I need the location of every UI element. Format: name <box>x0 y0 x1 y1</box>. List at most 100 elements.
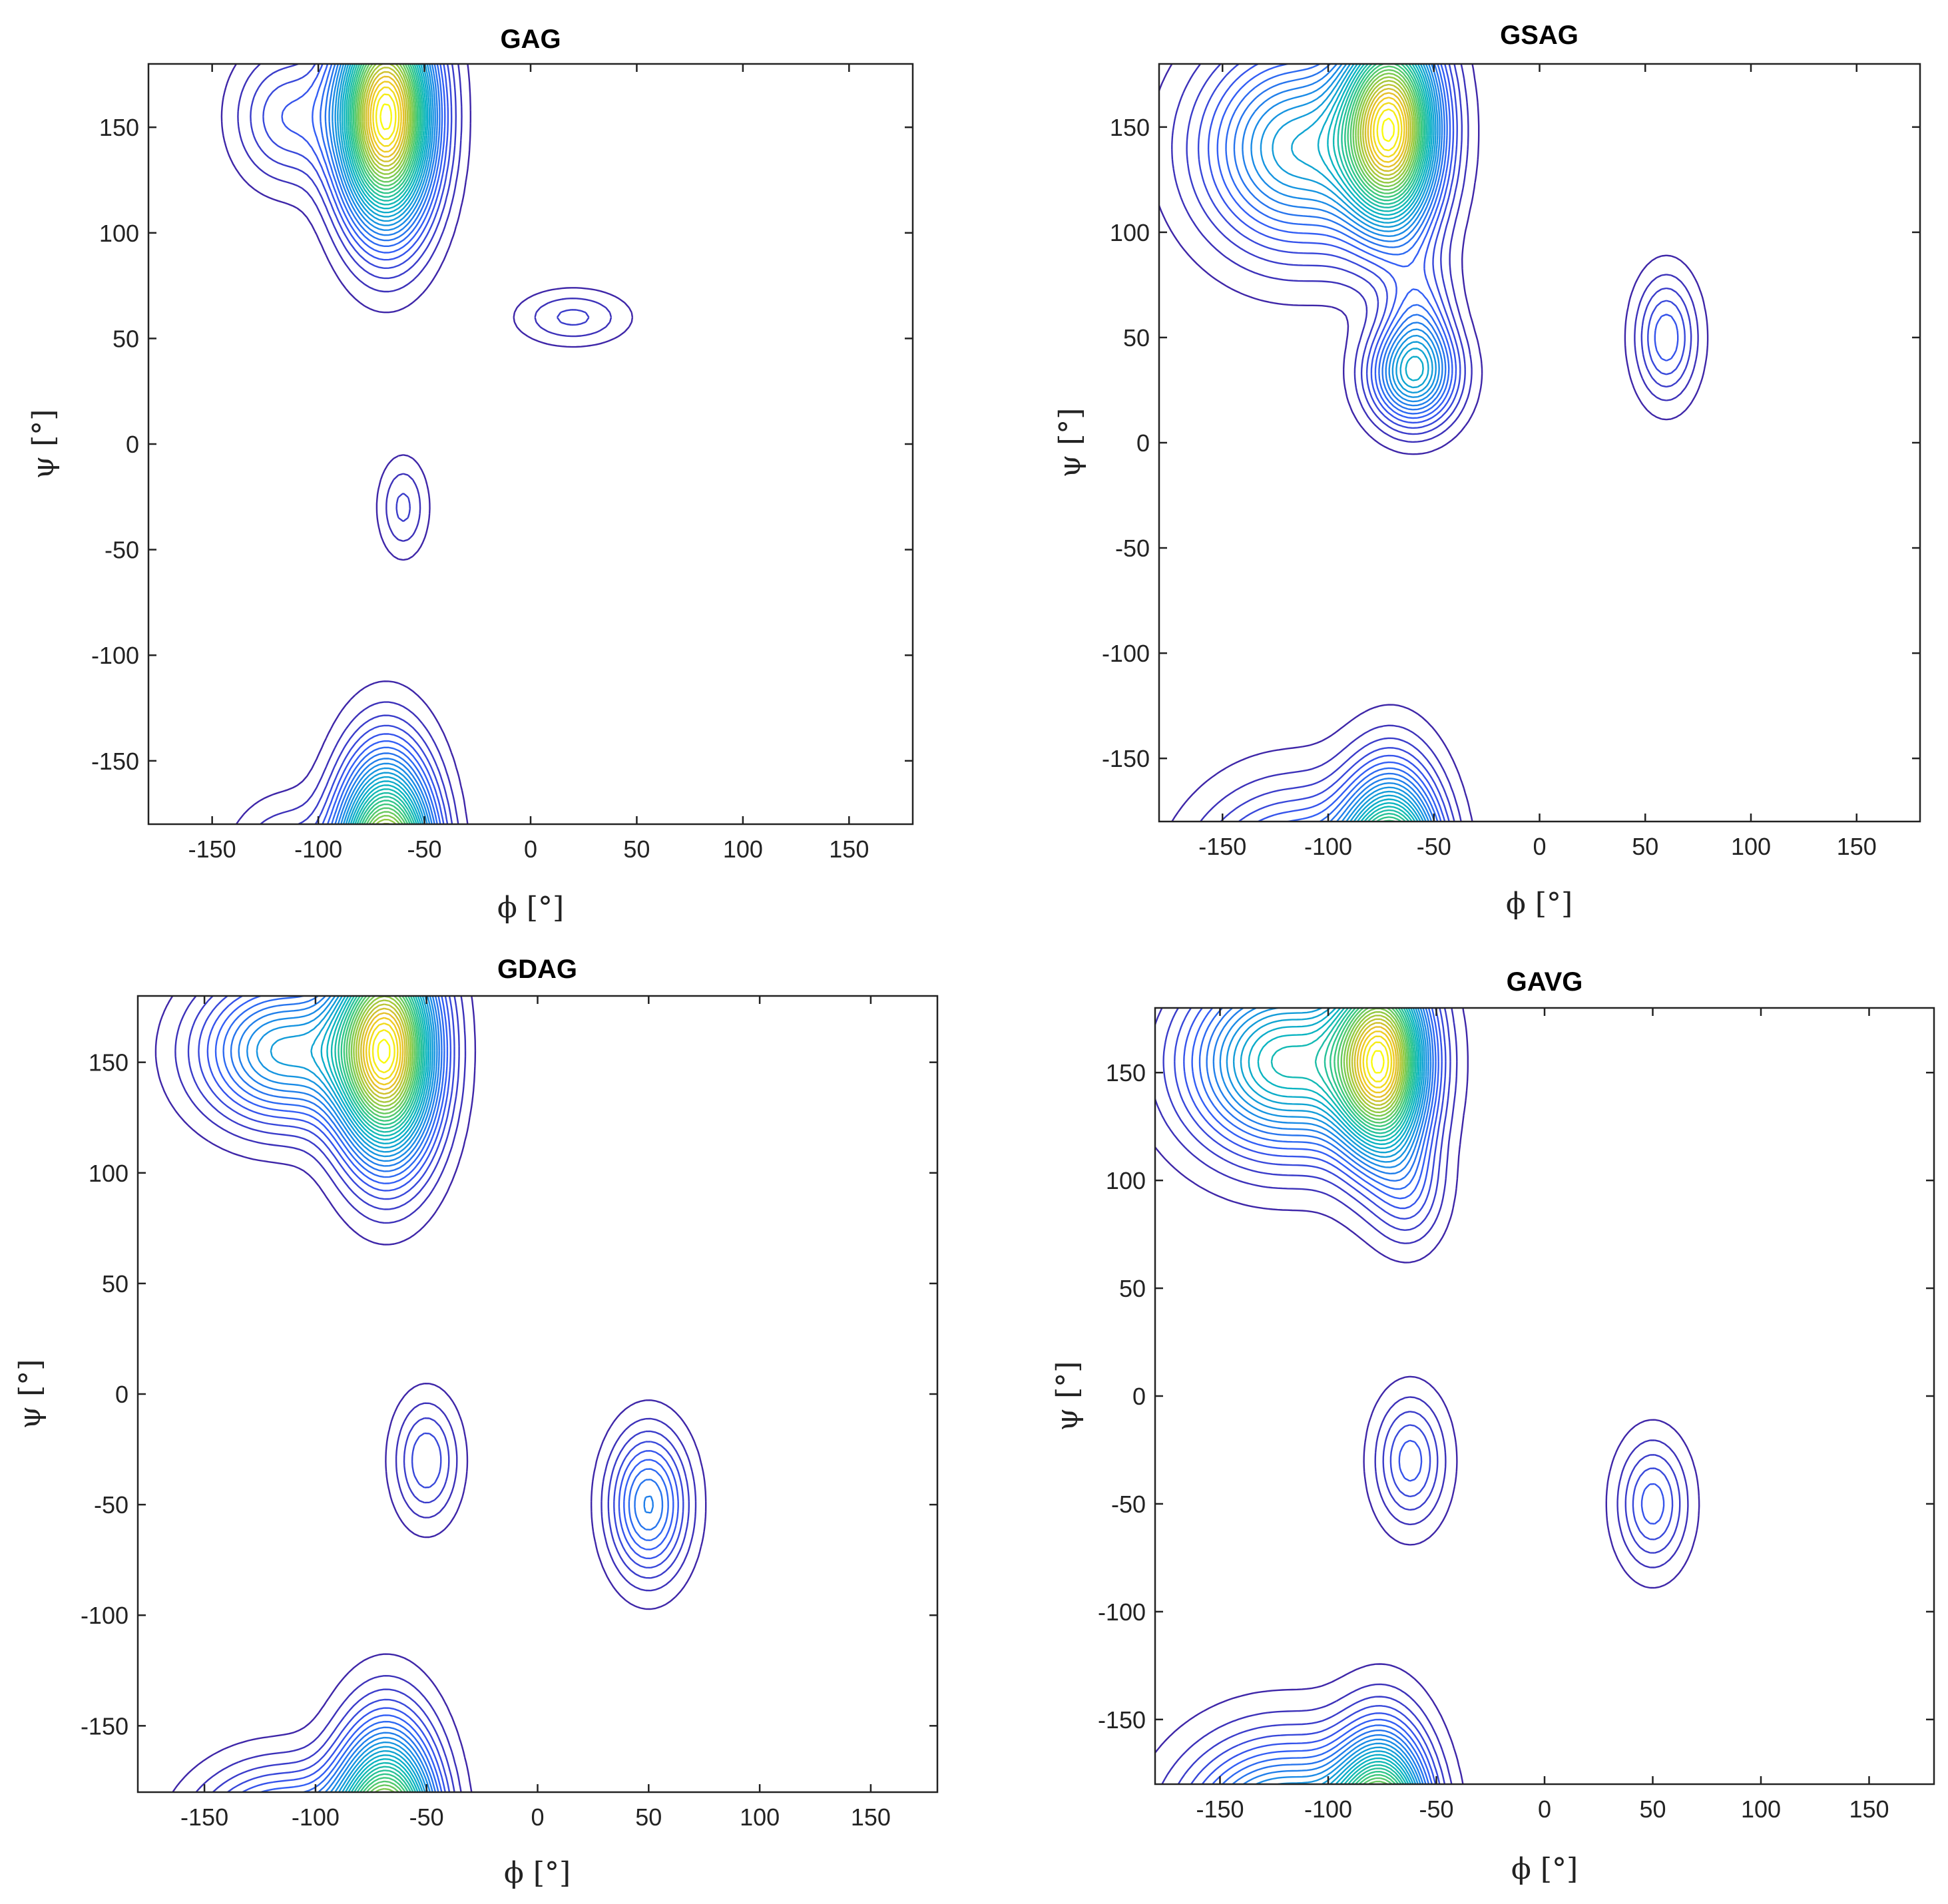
x-axis-label: ϕ [°] <box>1506 887 1573 921</box>
contour-line <box>256 996 436 1792</box>
contour-line <box>1352 69 1419 191</box>
contour-line <box>1381 117 1395 142</box>
contour-line <box>369 81 402 153</box>
contour-line <box>334 64 434 824</box>
contour-line <box>365 1017 401 1086</box>
y-tick-label: 150 <box>1106 1059 1146 1086</box>
contour-line <box>1272 64 1437 822</box>
contour-line <box>262 64 453 824</box>
contour-line <box>349 64 422 824</box>
x-tick-label: -50 <box>409 1803 444 1831</box>
contour-line <box>362 1012 404 1090</box>
x-tick-label: 150 <box>1837 833 1877 860</box>
panel-gavg: GAVG -150 -100 -50 0 50 100 150 150 100 50 0 -50 -10… <box>1051 967 1935 1886</box>
y-tick-label: 50 <box>113 325 139 352</box>
panel-gdag: GDAG -150 -100 -50 0 50 100 150 150 100 50 0 -50 -10… <box>13 955 939 1890</box>
x-tick-label: 50 <box>1639 1795 1666 1823</box>
contour-line <box>1242 64 1443 822</box>
contour-line <box>270 996 434 1792</box>
panel-title: GAVG <box>1507 967 1583 997</box>
contour-line <box>1212 1008 1432 1784</box>
contour-line <box>1348 1015 1403 1110</box>
plot-area <box>136 995 939 1793</box>
contour-line <box>360 1007 406 1095</box>
contour-line <box>345 64 425 824</box>
contour-line <box>1198 1008 1437 1784</box>
contour-line <box>1174 1008 1674 1784</box>
x-axis-label: ϕ [°] <box>497 891 564 925</box>
contour-line <box>348 996 415 1792</box>
contour-line <box>1359 1031 1395 1094</box>
x-tick-label: -150 <box>188 835 236 863</box>
x-axis-label: ϕ [°] <box>1511 1852 1578 1886</box>
contour-line <box>1260 64 1439 822</box>
contour-line <box>1357 76 1415 184</box>
contour-line <box>1355 73 1417 188</box>
contour-line <box>310 996 432 1792</box>
contour-line <box>1216 64 1453 822</box>
y-tick-label: 100 <box>89 1160 128 1187</box>
y-tick-label: 0 <box>126 431 139 458</box>
y-tick-label: 150 <box>99 114 139 141</box>
contour-line <box>220 64 634 824</box>
y-axis-label: ψ [°] <box>13 1359 47 1429</box>
contour-line <box>1341 64 1426 822</box>
contour-line <box>1343 1008 1407 1117</box>
y-tick-label: -150 <box>1098 1706 1146 1734</box>
contour-line <box>1364 87 1410 172</box>
contour-line <box>1362 1035 1393 1088</box>
x-tick-label: 100 <box>740 1803 780 1831</box>
contour-line <box>1376 108 1399 152</box>
axis-ticks: -150 -100 -50 0 50 100 150 150 100 50 0 -50 -100 -150 <box>1098 1008 1934 1823</box>
y-tick-label: 0 <box>115 1381 128 1408</box>
panel-title: GSAG <box>1500 21 1579 50</box>
contour-line <box>1353 1022 1399 1102</box>
y-tick-label: 0 <box>1132 1383 1146 1410</box>
contour-line <box>379 103 393 130</box>
y-tick-label: 50 <box>102 1270 128 1298</box>
y-tick-label: 100 <box>1110 219 1150 246</box>
x-tick-label: -50 <box>1419 1795 1453 1823</box>
contour-line <box>320 996 430 1792</box>
contour-line <box>1206 1008 1434 1784</box>
y-tick-label: -50 <box>105 537 139 564</box>
contour-line <box>238 996 654 1792</box>
contour-layer <box>220 64 634 824</box>
contour-line <box>174 996 697 1792</box>
contour-line <box>372 86 400 147</box>
y-tick-label: 50 <box>1123 324 1150 352</box>
x-tick-label: -150 <box>180 1803 228 1831</box>
contour-line <box>1186 64 1692 822</box>
contour-line <box>1207 64 1679 822</box>
contour-line <box>354 64 417 824</box>
y-tick-label: 150 <box>89 1049 128 1076</box>
contour-line <box>206 996 679 1792</box>
x-tick-label: -100 <box>294 835 342 863</box>
y-tick-label: -50 <box>94 1491 128 1519</box>
y-tick-label: 50 <box>1119 1275 1146 1302</box>
contour-line <box>356 64 415 824</box>
contour-line <box>1327 64 1431 822</box>
contour-line <box>346 996 417 1792</box>
contour-layer <box>154 996 707 1792</box>
y-tick-label: -150 <box>1102 745 1150 772</box>
panel-gsag: GSAG -150 -100 -50 0 50 100 150 150 100 50 0 -50 -10… <box>1053 21 1921 921</box>
x-tick-label: 100 <box>1741 1795 1781 1823</box>
contour-line <box>365 71 407 162</box>
x-tick-label: 50 <box>635 1803 662 1831</box>
contour-line <box>1349 65 1421 194</box>
contour-line <box>358 1003 408 1099</box>
contour-line <box>1197 64 1686 822</box>
y-axis-label: ψ [°] <box>1053 408 1087 478</box>
contour-line <box>1356 1026 1397 1098</box>
y-tick-label: -150 <box>91 748 139 775</box>
contour-line <box>343 996 419 1792</box>
x-tick-label: 150 <box>829 835 869 863</box>
contour-line <box>1159 64 1709 822</box>
contour-line <box>1334 1008 1412 1784</box>
contour-line <box>330 996 426 1792</box>
x-tick-label: 0 <box>1533 833 1546 860</box>
x-tick-label: -50 <box>1417 833 1451 860</box>
contour-line <box>362 64 410 824</box>
